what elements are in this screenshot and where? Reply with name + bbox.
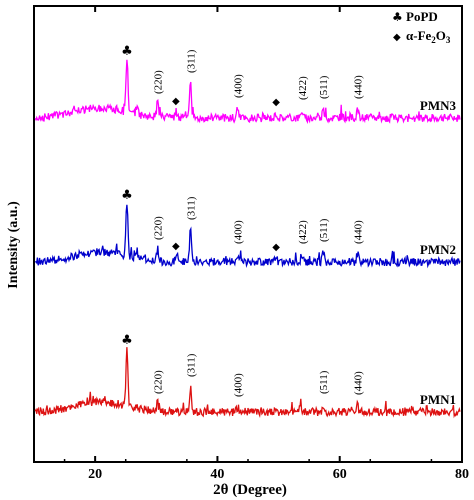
series-line-pmn2: [35, 204, 461, 269]
x-tick-label: 40: [210, 467, 224, 482]
fe2o3-marker: ◆: [272, 242, 280, 253]
peak-hkl-label: (400): [233, 74, 245, 98]
fe2o3-marker: ◆: [172, 96, 180, 107]
x-tick-label: 20: [88, 467, 102, 482]
popd-marker: ♣: [121, 44, 133, 59]
legend-popd-label: PoPD: [406, 9, 438, 24]
plot-frame: [33, 5, 463, 463]
legend-popd-symbol: ♣: [392, 10, 403, 24]
series-name-label: PMN3: [420, 98, 457, 113]
peak-hkl-label: (422): [297, 220, 309, 244]
peak-hkl-label: (220): [153, 370, 165, 394]
popd-marker: ♣: [121, 188, 133, 203]
peak-hkl-label: (511): [318, 218, 330, 242]
peak-hkl-label: (220): [153, 216, 165, 240]
legend-fe2o3-label: α-Fe2O3: [406, 28, 451, 45]
peak-hkl-label: (440): [352, 371, 364, 395]
peak-hkl-label: (422): [297, 76, 309, 100]
peak-hkl-label: (400): [233, 373, 245, 397]
series-line-pmn3: [34, 59, 461, 124]
series-name-label: PMN2: [420, 242, 456, 257]
peak-hkl-label: (440): [352, 75, 364, 99]
x-axis-label: 2θ (Degree): [213, 482, 287, 498]
fe2o3-marker: ◆: [272, 97, 280, 108]
peak-hkl-label: (511): [318, 75, 330, 99]
series-line-pmn1: [34, 347, 461, 419]
series-name-label: PMN1: [420, 392, 456, 407]
y-axis-label: Intensity (a.u.): [6, 201, 21, 289]
peak-hkl-label: (220): [153, 70, 165, 94]
fe2o3-marker: ◆: [172, 241, 180, 252]
peak-hkl-label: (400): [233, 220, 245, 244]
popd-marker: ♣: [121, 333, 133, 348]
peak-hkl-label: (311): [186, 353, 198, 377]
x-tick-label: 60: [333, 467, 347, 482]
peak-hkl-label: (511): [318, 370, 330, 394]
peak-hkl-label: (311): [186, 196, 198, 220]
legend-fe2o3-symbol: ◆: [393, 32, 401, 43]
peak-hkl-label: (311): [186, 49, 198, 73]
peak-hkl-label: (440): [352, 220, 364, 244]
x-tick-label: 80: [455, 467, 469, 482]
